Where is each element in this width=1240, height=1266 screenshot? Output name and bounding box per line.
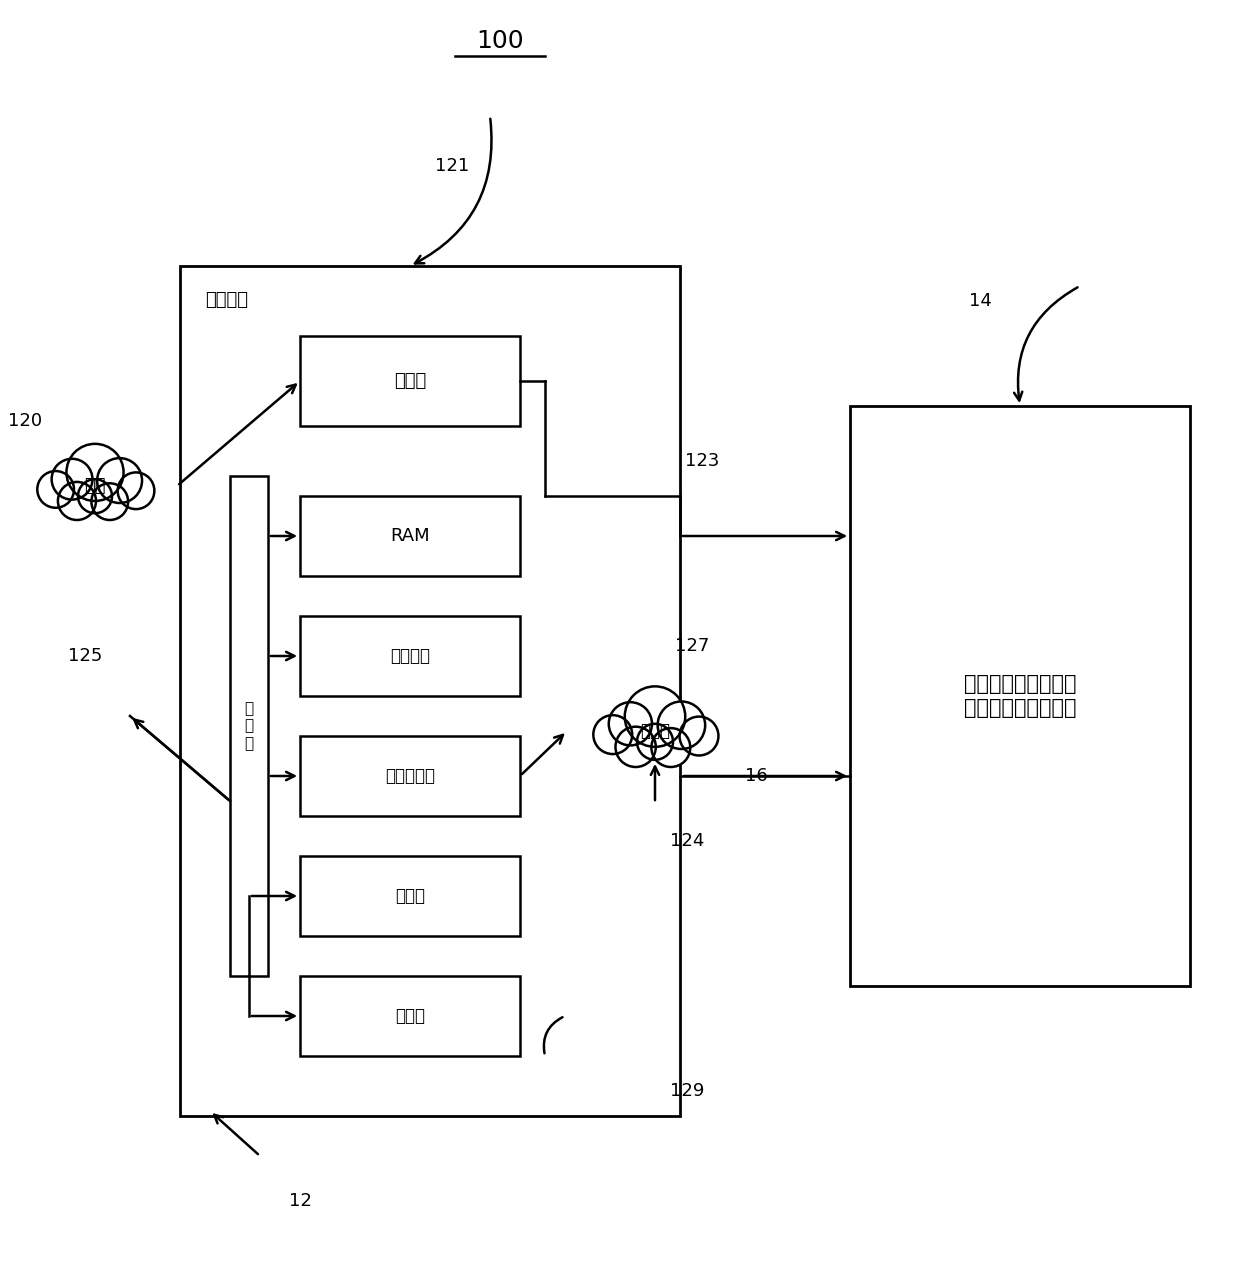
Text: 124: 124 [670,832,704,849]
Bar [180,266,680,1117]
Circle shape [651,728,691,767]
Circle shape [37,471,74,508]
Circle shape [97,458,143,503]
Text: 硬件设备: 硬件设备 [205,291,248,309]
Bar [300,496,520,576]
Circle shape [52,458,93,500]
Text: 12: 12 [289,1193,311,1210]
Text: 内部存储: 内部存储 [391,647,430,665]
Circle shape [593,715,632,755]
Circle shape [637,724,673,760]
Circle shape [58,482,95,520]
Text: 121: 121 [435,157,469,175]
Text: 120: 120 [7,411,42,430]
Bar [300,976,520,1056]
Circle shape [680,717,718,756]
Text: RAM: RAM [391,527,430,544]
Circle shape [67,444,124,501]
Bar [300,617,520,696]
Text: 网络适配器: 网络适配器 [384,767,435,785]
Circle shape [78,480,112,513]
Circle shape [609,703,652,746]
Text: 麦克风: 麦克风 [394,372,427,390]
Circle shape [118,472,154,509]
Text: 129: 129 [670,1082,704,1100]
Bar [849,406,1190,986]
Text: 显示器: 显示器 [396,887,425,905]
Bar [229,476,268,976]
Text: 扬声器: 扬声器 [396,1006,425,1025]
Circle shape [657,701,706,749]
Text: 语音: 语音 [84,477,105,495]
Circle shape [92,484,128,520]
Bar [300,856,520,936]
Circle shape [615,727,656,767]
Text: 16: 16 [745,767,768,785]
Text: 用于基于情感框架的
计算机化匹配的装置: 用于基于情感框架的 计算机化匹配的装置 [963,675,1076,718]
Text: 100: 100 [476,29,523,53]
Text: 125: 125 [68,647,103,665]
Text: 14: 14 [968,292,992,310]
Bar [300,736,520,817]
Text: 互联网: 互联网 [640,722,670,741]
Text: 处
理
器: 处 理 器 [244,701,253,751]
Bar [300,335,520,425]
Text: 127: 127 [675,637,709,655]
Text: 123: 123 [684,452,719,470]
Circle shape [625,686,686,747]
